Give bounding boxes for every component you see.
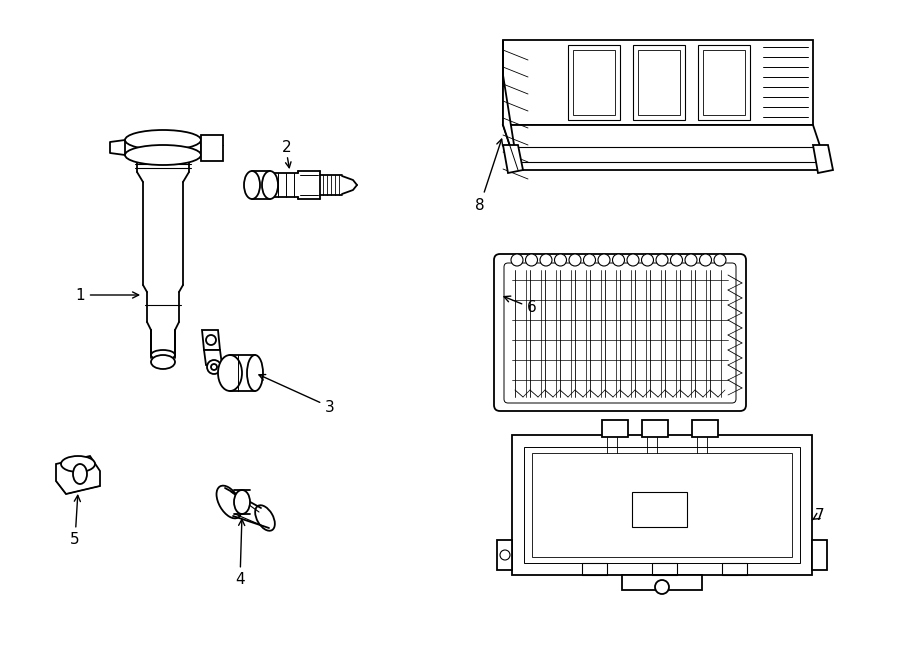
Ellipse shape	[151, 350, 175, 360]
Polygon shape	[503, 40, 813, 125]
Ellipse shape	[61, 456, 95, 472]
Bar	[201, 135, 223, 161]
Polygon shape	[568, 45, 620, 120]
Ellipse shape	[125, 130, 201, 150]
Text: 5: 5	[70, 495, 80, 547]
Text: 2: 2	[283, 141, 292, 155]
Bar	[642, 420, 668, 437]
Ellipse shape	[262, 171, 278, 199]
Ellipse shape	[511, 254, 523, 266]
Ellipse shape	[656, 254, 668, 266]
Text: 1: 1	[76, 288, 139, 303]
Polygon shape	[503, 145, 523, 173]
Ellipse shape	[526, 254, 537, 266]
Ellipse shape	[699, 254, 712, 266]
Polygon shape	[622, 575, 702, 590]
Polygon shape	[812, 540, 827, 570]
Ellipse shape	[206, 335, 216, 345]
Ellipse shape	[583, 254, 596, 266]
Ellipse shape	[569, 254, 581, 266]
Polygon shape	[497, 540, 512, 570]
Ellipse shape	[217, 486, 241, 518]
Polygon shape	[698, 45, 750, 120]
Ellipse shape	[207, 360, 221, 374]
Ellipse shape	[685, 254, 697, 266]
Text: 6: 6	[504, 296, 537, 315]
Ellipse shape	[642, 254, 653, 266]
Polygon shape	[512, 435, 812, 575]
Bar	[602, 420, 628, 437]
Text: 4: 4	[235, 520, 245, 588]
Polygon shape	[813, 145, 833, 173]
Polygon shape	[56, 456, 100, 494]
Ellipse shape	[211, 364, 217, 370]
Ellipse shape	[73, 464, 87, 484]
Ellipse shape	[218, 355, 242, 391]
Ellipse shape	[256, 505, 274, 531]
Polygon shape	[633, 45, 685, 120]
Ellipse shape	[598, 254, 610, 266]
Text: 3: 3	[259, 375, 335, 414]
Polygon shape	[202, 330, 220, 350]
Bar	[692, 420, 718, 437]
Bar	[632, 492, 687, 527]
Ellipse shape	[125, 145, 201, 165]
Polygon shape	[503, 125, 828, 170]
Text: 7: 7	[813, 508, 824, 522]
Ellipse shape	[244, 171, 260, 199]
Ellipse shape	[234, 490, 250, 514]
Ellipse shape	[151, 355, 175, 369]
Ellipse shape	[247, 355, 263, 391]
Ellipse shape	[655, 580, 669, 594]
Polygon shape	[204, 350, 222, 365]
Text: 8: 8	[475, 139, 502, 212]
Ellipse shape	[627, 254, 639, 266]
Ellipse shape	[540, 254, 552, 266]
Ellipse shape	[554, 254, 566, 266]
Polygon shape	[503, 40, 518, 170]
Ellipse shape	[714, 254, 726, 266]
Ellipse shape	[613, 254, 625, 266]
Ellipse shape	[670, 254, 682, 266]
